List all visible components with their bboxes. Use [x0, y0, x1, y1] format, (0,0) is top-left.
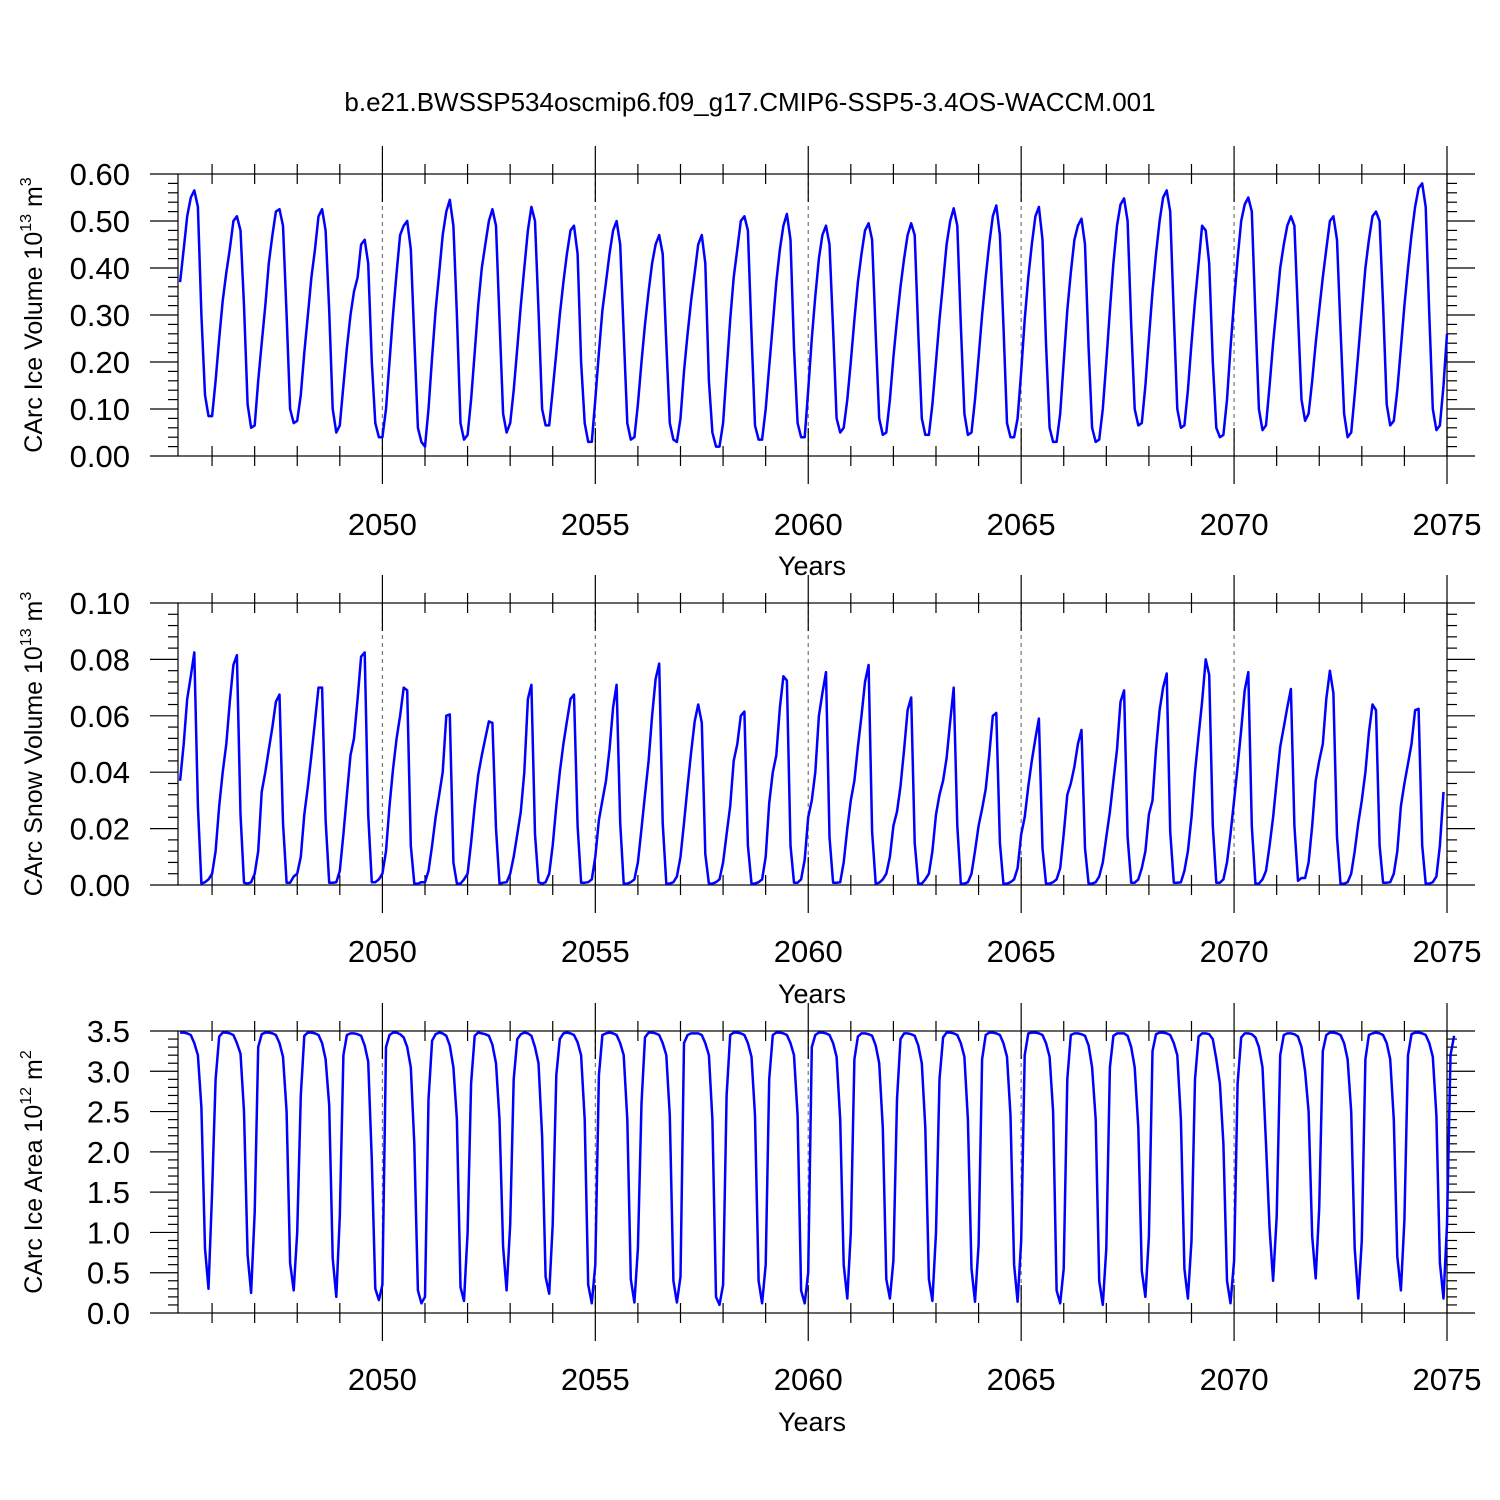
y-axis-label: CArc Ice Area 1012 m2: [18, 1050, 48, 1294]
x-tick-label: 2050: [348, 507, 417, 542]
x-tick-label: 2055: [561, 1362, 630, 1397]
y-tick-label: 1.0: [87, 1215, 130, 1250]
y-tick-label: 0.06: [70, 699, 130, 734]
y-axis-label: CArc Snow Volume 1013 m3: [18, 592, 48, 897]
y-tick-label: 0.40: [70, 251, 130, 286]
x-tick-label: 2060: [774, 1362, 843, 1397]
series-line: [180, 1031, 1456, 1307]
x-tick-label: 2050: [348, 1362, 417, 1397]
y-tick-label: 0.30: [70, 298, 130, 333]
y-tick-label: 0.10: [70, 392, 130, 427]
series-line: [178, 651, 1445, 885]
chart-title: b.e21.BWSSP534oscmip6.f09_g17.CMIP6-SSP5…: [344, 87, 1155, 117]
y-tick-label: 2.5: [87, 1095, 130, 1130]
y-tick-label: 0.02: [70, 812, 130, 847]
y-tick-label: 0.04: [70, 755, 130, 790]
plot-frame: [177, 602, 1448, 886]
x-tick-label: 2070: [1200, 1362, 1269, 1397]
panel-1: 2050 2055 2060 2065 2070 2075 0.00 0.10 0.20 0.30…: [18, 146, 1481, 581]
y-tick-label: 0.08: [70, 642, 130, 677]
x-axis-label: Years: [778, 1407, 846, 1437]
panel-2: 2050 2055 2060 2065 2070 2075 0.00 0.02 0.04 0.06…: [18, 575, 1481, 1009]
y-tick-label: 0.0: [87, 1296, 130, 1331]
y-tick-label: 3.5: [87, 1014, 130, 1049]
x-tick-label: 2075: [1413, 934, 1482, 969]
y-tick-label: 1.5: [87, 1175, 130, 1210]
x-tick-label: 2075: [1413, 1362, 1482, 1397]
y-tick-label: 3.0: [87, 1054, 130, 1089]
y-tick-label: 0.00: [70, 439, 130, 474]
x-axis-label: Years: [778, 979, 846, 1009]
x-tick-label: 2060: [774, 934, 843, 969]
x-tick-label: 2055: [561, 934, 630, 969]
panel-3: 2050 2055 2060 2065 2070 2075 0.0 0.5 1.0 1.5 2.0 2…: [18, 1003, 1481, 1437]
x-tick-label: 2065: [987, 1362, 1056, 1397]
x-tick-label: 2055: [561, 507, 630, 542]
y-axis-label: CArc Ice Volume 1013 m3: [18, 177, 48, 453]
y-tick-label: 0.10: [70, 586, 130, 621]
x-tick-label: 2065: [987, 934, 1056, 969]
x-tick-label: 2075: [1413, 507, 1482, 542]
y-tick-label: 2.0: [87, 1135, 130, 1170]
x-tick-label: 2070: [1200, 934, 1269, 969]
y-tick-label: 0.60: [70, 157, 130, 192]
series-line: [178, 182, 1449, 448]
x-tick-label: 2065: [987, 507, 1056, 542]
y-tick-label: 0.20: [70, 345, 130, 380]
x-tick-label: 2050: [348, 934, 417, 969]
y-tick-label: 0.50: [70, 204, 130, 239]
x-tick-label: 2070: [1200, 507, 1269, 542]
x-axis-label: Years: [778, 551, 846, 581]
panels: 2050 2055 2060 2065 2070 2075 0.00 0.10 0.20 0.30…: [18, 146, 1481, 1437]
y-tick-label: 0.5: [87, 1256, 130, 1291]
y-tick-label: 0.00: [70, 868, 130, 903]
x-tick-label: 2060: [774, 507, 843, 542]
